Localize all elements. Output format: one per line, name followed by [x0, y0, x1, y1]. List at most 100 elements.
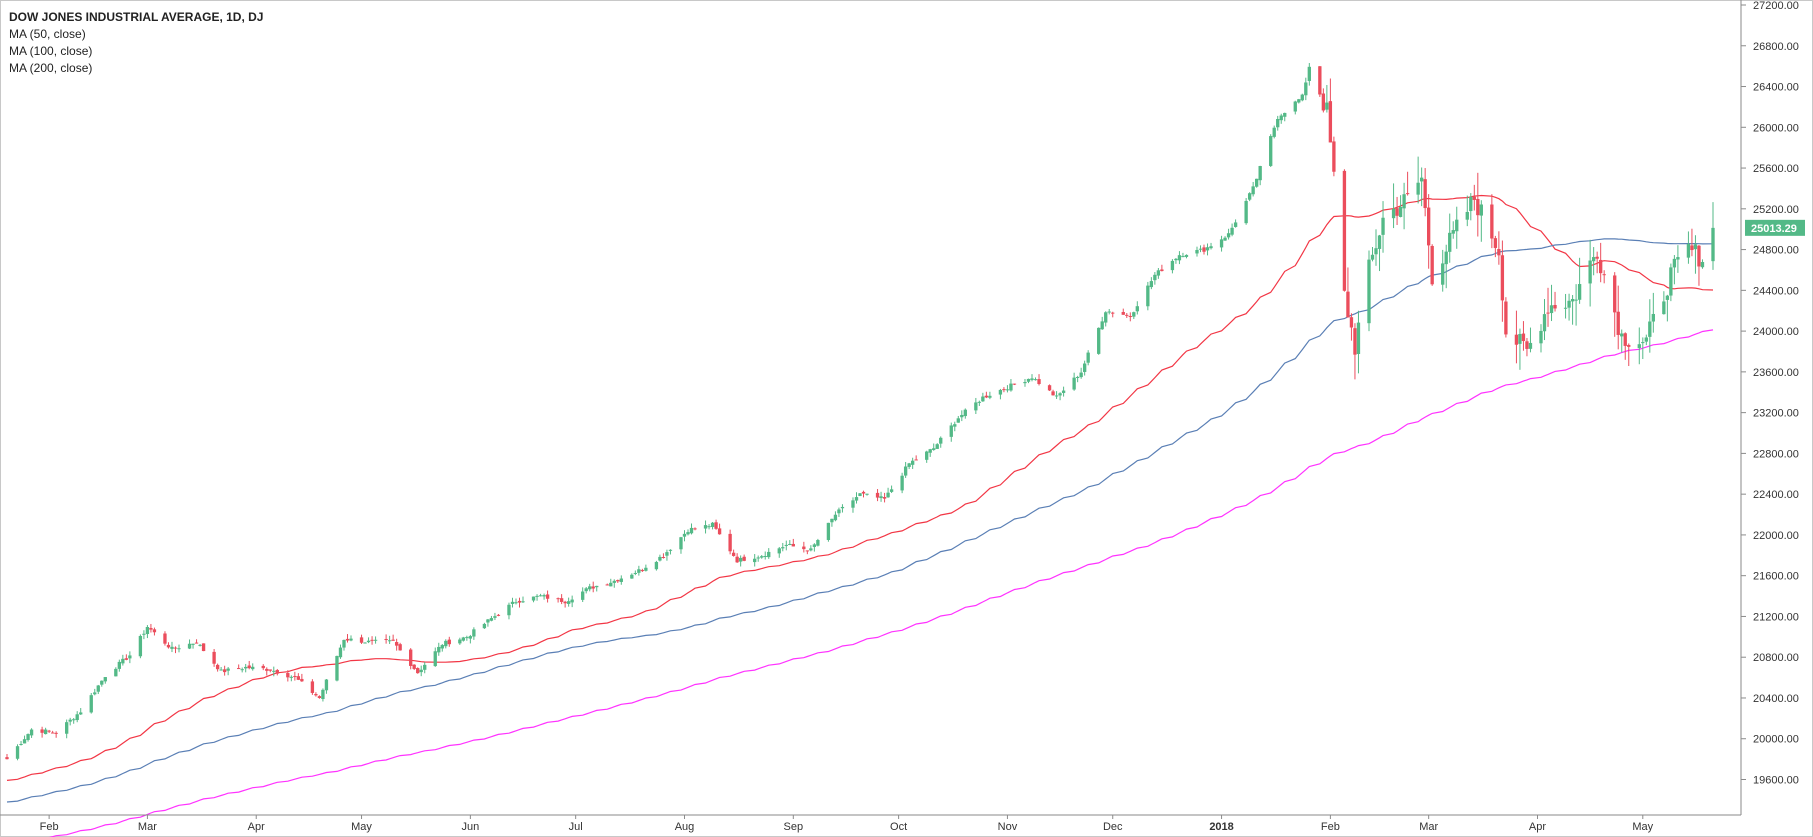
candle — [40, 726, 44, 738]
candle — [609, 578, 613, 587]
time-tick-label: Nov — [998, 821, 1018, 833]
candle-body — [686, 532, 690, 535]
price-tick-label: 25600.00 — [1753, 163, 1799, 175]
candle — [1276, 115, 1280, 131]
candle — [717, 523, 722, 535]
candle — [1058, 392, 1062, 401]
candle — [272, 666, 276, 677]
candle — [489, 615, 494, 622]
candle-body — [272, 670, 276, 672]
candle-body — [738, 557, 743, 562]
candle — [693, 527, 697, 531]
candle-body — [447, 639, 451, 645]
candle — [1125, 312, 1129, 318]
candle-body — [1005, 389, 1010, 391]
candle-body — [1476, 198, 1480, 216]
candle — [124, 654, 129, 661]
candle-body — [1599, 259, 1603, 274]
candle — [324, 679, 329, 694]
candle-body — [1546, 312, 1550, 314]
candle-body — [556, 598, 560, 600]
candle-body — [237, 668, 241, 670]
candle-body — [1627, 344, 1631, 347]
candle — [482, 622, 487, 629]
candle-body — [1177, 255, 1182, 261]
candle-body — [1269, 136, 1273, 166]
candle — [1448, 213, 1452, 263]
candle — [1521, 321, 1526, 351]
candle-body — [187, 643, 192, 649]
candle-body — [1342, 170, 1347, 291]
candle-body — [219, 669, 223, 671]
candle — [612, 579, 616, 588]
candle-body — [1002, 389, 1006, 391]
candle — [809, 545, 813, 552]
candle — [1374, 229, 1378, 266]
candle-body — [261, 665, 265, 669]
candle-body — [142, 633, 146, 635]
candle — [1230, 223, 1234, 237]
indicator-ma50-label: MA (50, close) — [9, 27, 86, 41]
candle — [465, 635, 469, 641]
candle-body — [121, 658, 125, 664]
price-tick-label: 26800.00 — [1753, 41, 1799, 53]
candle — [166, 642, 171, 649]
candle-body — [412, 664, 416, 669]
candle — [15, 744, 20, 761]
candle — [314, 692, 318, 697]
candle — [1051, 389, 1055, 396]
candle-body — [1258, 166, 1262, 181]
candle-body — [324, 679, 329, 691]
candle — [1697, 244, 1701, 286]
candle-body — [1542, 314, 1547, 332]
candle — [1377, 234, 1382, 272]
candle — [1570, 295, 1575, 325]
candle — [988, 391, 992, 400]
candle — [293, 671, 297, 681]
candle — [826, 522, 831, 542]
candle — [1500, 240, 1505, 322]
candle-body — [1500, 255, 1505, 301]
candle — [1514, 310, 1519, 364]
candle-body — [928, 449, 932, 453]
candle-body — [984, 395, 989, 398]
candle-body — [54, 732, 58, 734]
candle — [363, 642, 367, 644]
candle — [1037, 374, 1041, 386]
candle-body — [1293, 101, 1297, 112]
candle-body — [1623, 333, 1627, 346]
candle — [493, 612, 497, 621]
candle — [953, 421, 957, 432]
candle-body — [268, 669, 272, 671]
candle — [1353, 323, 1357, 380]
candle-body — [1479, 204, 1483, 216]
candle-body — [658, 556, 662, 561]
candle — [1419, 167, 1424, 207]
candle-body — [96, 685, 100, 692]
candle-body — [335, 655, 339, 681]
candle — [265, 667, 269, 676]
candle-body — [1132, 312, 1136, 317]
candle — [1086, 350, 1090, 366]
candle — [1072, 372, 1076, 391]
candle — [619, 575, 623, 585]
candle — [1549, 284, 1554, 322]
candle-body — [1444, 251, 1448, 265]
candle-body — [535, 595, 539, 597]
candle-body — [1086, 352, 1090, 363]
candle-body — [166, 644, 171, 648]
candle — [215, 663, 220, 672]
candle-body — [566, 601, 571, 604]
candle-body — [1202, 247, 1206, 252]
candle-body — [409, 649, 413, 666]
candle-body — [338, 647, 343, 658]
candle — [1226, 228, 1231, 240]
candle-body — [588, 586, 592, 590]
candle — [1205, 243, 1210, 256]
candle — [837, 507, 841, 517]
candle-body — [1441, 263, 1445, 285]
candle — [1184, 254, 1189, 259]
candle — [900, 472, 904, 494]
candle — [1665, 294, 1670, 322]
